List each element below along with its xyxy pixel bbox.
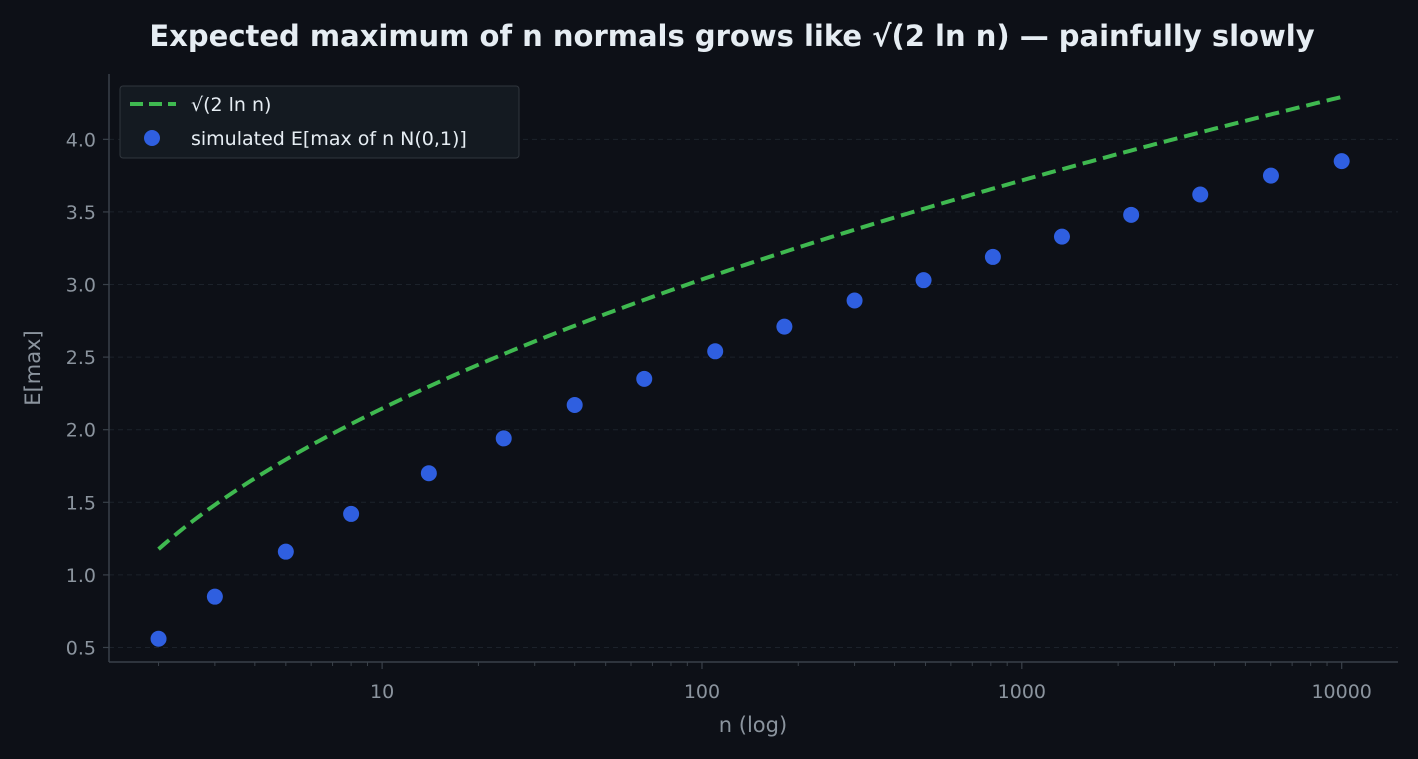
data-point bbox=[846, 292, 863, 309]
legend: √(2 ln n) simulated E[max of n N(0,1)] bbox=[119, 85, 520, 159]
data-point bbox=[495, 430, 512, 447]
data-point bbox=[1333, 153, 1350, 170]
x-tick-label: 10 bbox=[370, 681, 394, 703]
y-tick-label: 3.0 bbox=[66, 275, 96, 297]
legend-marker-swatch bbox=[144, 130, 160, 146]
y-tick-label: 1.5 bbox=[66, 492, 96, 514]
y-tick-label: 3.5 bbox=[66, 202, 96, 224]
legend-box bbox=[119, 85, 520, 159]
y-tick-label: 2.0 bbox=[66, 420, 96, 442]
data-point bbox=[150, 630, 167, 647]
x-axis-ticks: 10 100 1000 10000 bbox=[158, 662, 1372, 703]
theory-curve-sqrt-2-ln-n bbox=[157, 95, 1343, 551]
data-point bbox=[277, 543, 294, 560]
chart-title: Expected maximum of n normals grows like… bbox=[149, 19, 1314, 53]
data-point bbox=[343, 505, 360, 522]
axes bbox=[108, 74, 1398, 663]
x-axis-label: n (log) bbox=[719, 713, 787, 737]
x-tick-label: 10000 bbox=[1311, 681, 1371, 703]
data-point bbox=[915, 272, 932, 289]
y-axis-label: E[max] bbox=[21, 330, 45, 405]
data-point bbox=[776, 318, 793, 335]
data-point bbox=[1053, 228, 1070, 245]
data-point bbox=[1192, 186, 1209, 203]
y-axis-ticks: 0.5 1.0 1.5 2.0 2.5 3.0 3.5 4.0 bbox=[66, 129, 109, 659]
legend-label-line: √(2 ln n) bbox=[191, 94, 271, 116]
data-point bbox=[1123, 206, 1140, 223]
data-point bbox=[206, 588, 223, 605]
plot-series bbox=[150, 95, 1350, 647]
y-tick-label: 0.5 bbox=[66, 637, 96, 659]
y-tick-label: 2.5 bbox=[66, 347, 96, 369]
y-tick-label: 1.0 bbox=[66, 565, 96, 587]
data-point bbox=[420, 465, 437, 482]
legend-label-scatter: simulated E[max of n N(0,1)] bbox=[191, 128, 467, 150]
x-tick-label: 100 bbox=[684, 681, 720, 703]
grid-lines bbox=[109, 138, 1398, 648]
x-tick-label: 1000 bbox=[998, 681, 1046, 703]
data-point bbox=[984, 248, 1001, 265]
data-point bbox=[1262, 167, 1279, 184]
data-point bbox=[636, 370, 653, 387]
data-point bbox=[566, 397, 583, 414]
y-tick-label: 4.0 bbox=[66, 129, 96, 151]
data-point bbox=[707, 343, 724, 360]
